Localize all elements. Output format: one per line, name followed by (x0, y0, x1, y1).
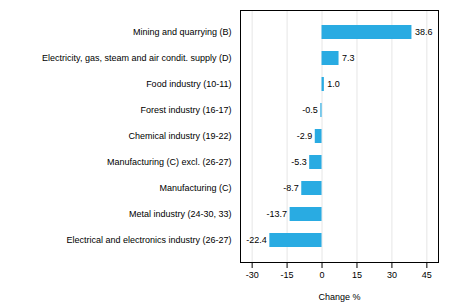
svg-text:Manufacturing (C) excl. (26-27: Manufacturing (C) excl. (26-27) (107, 157, 232, 167)
svg-text:38.6: 38.6 (415, 27, 433, 37)
svg-text:Electrical and electronics ind: Electrical and electronics industry (26-… (66, 235, 231, 245)
svg-text:1.0: 1.0 (327, 79, 340, 89)
svg-text:45: 45 (422, 270, 432, 280)
svg-text:-22.4: -22.4 (246, 235, 267, 245)
svg-text:-2.9: -2.9 (297, 131, 313, 141)
svg-text:Food industry (10-11): Food industry (10-11) (146, 79, 231, 89)
svg-text:Mining and quarrying (B): Mining and quarrying (B) (133, 27, 232, 37)
svg-text:Electricity, gas, steam and ai: Electricity, gas, steam and air condit. … (42, 53, 231, 63)
svg-text:-0.5: -0.5 (302, 105, 318, 115)
svg-text:Forest industry (16-17): Forest industry (16-17) (140, 105, 231, 115)
svg-text:-8.7: -8.7 (283, 183, 299, 193)
svg-text:Change %: Change % (318, 292, 360, 302)
svg-text:-15: -15 (281, 270, 294, 280)
svg-text:Metal industry (24-30, 33): Metal industry (24-30, 33) (129, 209, 232, 219)
svg-text:15: 15 (352, 270, 362, 280)
svg-text:Manufacturing (C): Manufacturing (C) (159, 183, 231, 193)
svg-text:7.3: 7.3 (342, 53, 355, 63)
svg-text:0: 0 (320, 270, 325, 280)
svg-text:Chemical industry (19-22): Chemical industry (19-22) (128, 131, 231, 141)
svg-text:-13.7: -13.7 (267, 209, 288, 219)
svg-text:-5.3: -5.3 (291, 157, 307, 167)
svg-text:-30: -30 (246, 270, 259, 280)
svg-text:30: 30 (387, 270, 397, 280)
